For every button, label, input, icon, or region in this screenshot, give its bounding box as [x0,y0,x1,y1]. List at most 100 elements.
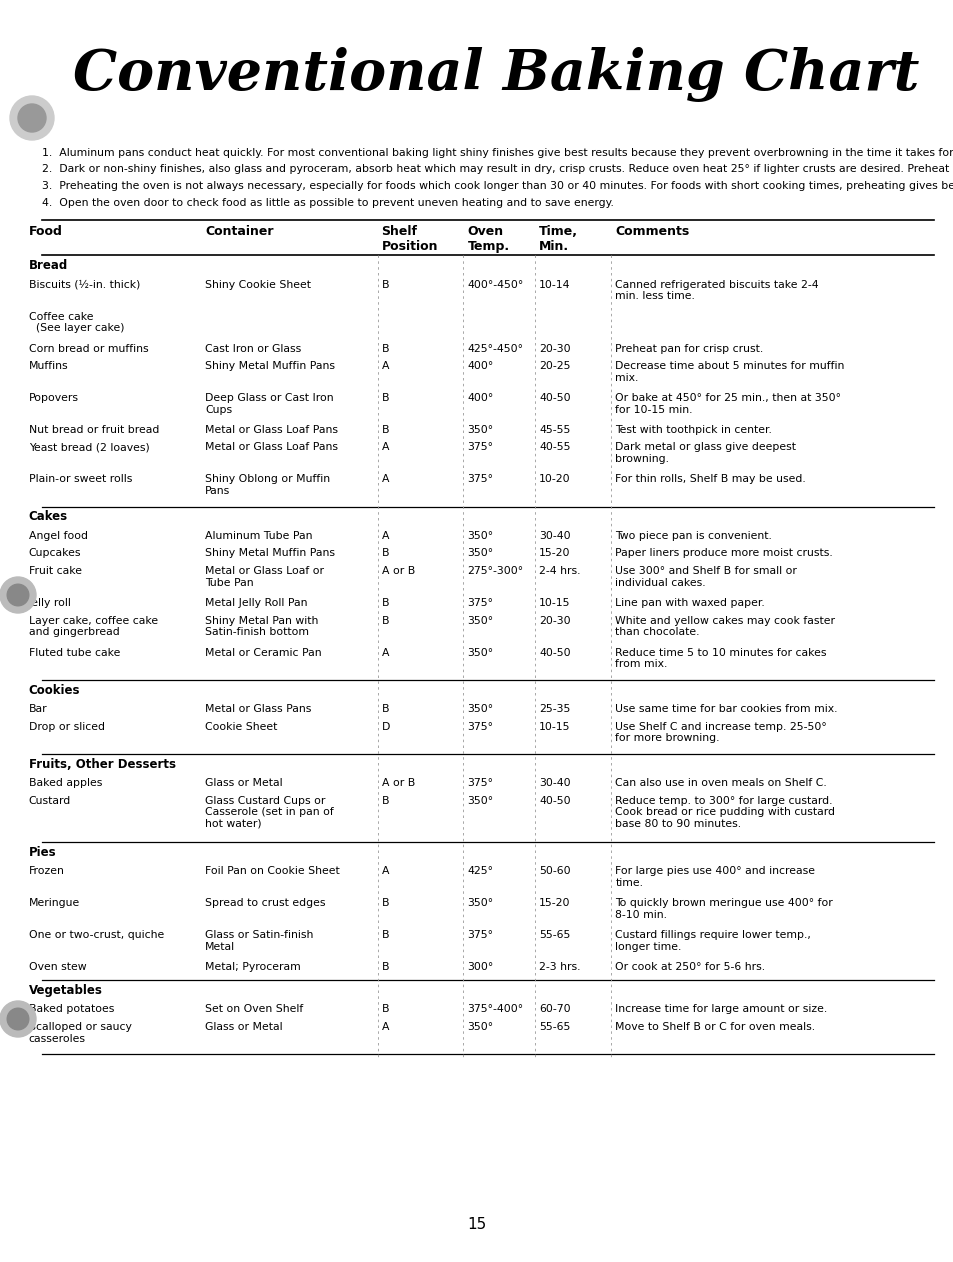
Text: 10-14: 10-14 [538,279,570,289]
Text: 350°: 350° [467,549,493,559]
Text: B: B [381,343,389,353]
Text: 375°: 375° [467,598,493,608]
Text: 350°: 350° [467,647,493,658]
Text: 400°: 400° [467,392,494,403]
Text: B: B [381,963,389,973]
Text: B: B [381,392,389,403]
Text: Deep Glass or Cast Iron
Cups: Deep Glass or Cast Iron Cups [205,392,334,415]
Text: Paper liners produce more moist crusts.: Paper liners produce more moist crusts. [615,549,832,559]
Text: Use same time for bar cookies from mix.: Use same time for bar cookies from mix. [615,704,837,714]
Text: Move to Shelf B or C for oven meals.: Move to Shelf B or C for oven meals. [615,1022,815,1032]
Text: 15: 15 [467,1217,486,1232]
Text: 2.  Dark or non-shiny finishes, also glass and pyroceram, absorb heat which may : 2. Dark or non-shiny finishes, also glas… [42,164,953,174]
Text: Metal or Glass Loaf Pans: Metal or Glass Loaf Pans [205,443,337,453]
Text: 400°-450°: 400°-450° [467,279,523,289]
Text: Popovers: Popovers [29,392,78,403]
Text: One or two-crust, quiche: One or two-crust, quiche [29,930,164,940]
Text: 10-15: 10-15 [538,722,570,732]
Text: Shiny Cookie Sheet: Shiny Cookie Sheet [205,279,311,289]
Text: 20-25: 20-25 [538,361,570,371]
Text: 25-35: 25-35 [538,704,570,714]
Text: B: B [381,899,389,909]
Text: Fruit cake: Fruit cake [29,565,82,575]
Text: For thin rolls, Shelf B may be used.: For thin rolls, Shelf B may be used. [615,475,805,485]
Text: Dark metal or glass give deepest
browning.: Dark metal or glass give deepest brownin… [615,443,796,464]
Text: 2-4 hrs.: 2-4 hrs. [538,565,580,575]
Text: 20-30: 20-30 [538,616,570,626]
Text: Cookie Sheet: Cookie Sheet [205,722,277,732]
Text: Pies: Pies [29,846,56,859]
Text: Shiny Oblong or Muffin
Pans: Shiny Oblong or Muffin Pans [205,475,330,496]
Text: Glass Custard Cups or
Casserole (set in pan of
hot water): Glass Custard Cups or Casserole (set in … [205,795,334,829]
Text: B: B [381,930,389,940]
Text: A or B: A or B [381,565,415,575]
Text: Metal or Glass Loaf Pans: Metal or Glass Loaf Pans [205,425,337,435]
Text: 375°: 375° [467,930,493,940]
Text: Jelly roll: Jelly roll [29,598,71,608]
Text: Scalloped or saucy
casseroles: Scalloped or saucy casseroles [29,1022,132,1044]
Text: Baked potatoes: Baked potatoes [29,1005,113,1015]
Text: Vegetables: Vegetables [29,984,102,997]
Text: A: A [381,867,389,877]
Text: Food: Food [29,225,63,239]
Text: B: B [381,1005,389,1015]
Text: A: A [381,475,389,485]
Text: Shiny Metal Muffin Pans: Shiny Metal Muffin Pans [205,549,335,559]
Text: 40-50: 40-50 [538,647,570,658]
Text: 350°: 350° [467,1022,493,1032]
Text: 350°: 350° [467,531,493,541]
Text: Fruits, Other Desserts: Fruits, Other Desserts [29,757,175,771]
Text: Custard: Custard [29,795,71,805]
Text: 400°: 400° [467,361,494,371]
Text: Cakes: Cakes [29,511,68,524]
Text: Layer cake, coffee cake
and gingerbread: Layer cake, coffee cake and gingerbread [29,616,157,637]
Text: Comments: Comments [615,225,689,239]
Text: 2-3 hrs.: 2-3 hrs. [538,963,580,973]
Text: 375°: 375° [467,443,493,453]
Text: 350°: 350° [467,795,493,805]
Circle shape [18,103,46,133]
Text: Plain-or sweet rolls: Plain-or sweet rolls [29,475,132,485]
Text: Drop or sliced: Drop or sliced [29,722,105,732]
Text: Metal or Ceramic Pan: Metal or Ceramic Pan [205,647,321,658]
Text: Corn bread or muffins: Corn bread or muffins [29,343,148,353]
Text: Or cook at 250° for 5-6 hrs.: Or cook at 250° for 5-6 hrs. [615,963,764,973]
Text: B: B [381,549,389,559]
Text: Oven
Temp.: Oven Temp. [467,225,509,252]
Text: 60-70: 60-70 [538,1005,570,1015]
Text: 40-50: 40-50 [538,795,570,805]
Text: Frozen: Frozen [29,867,65,877]
Text: 55-65: 55-65 [538,1022,570,1032]
Circle shape [0,577,36,613]
Text: Bread: Bread [29,259,68,273]
Text: Custard fillings require lower temp.,
longer time.: Custard fillings require lower temp., lo… [615,930,810,952]
Text: 40-50: 40-50 [538,392,570,403]
Text: A: A [381,531,389,541]
Text: B: B [381,616,389,626]
Text: Conventional Baking Chart: Conventional Baking Chart [72,48,919,102]
Circle shape [10,96,54,140]
Text: Nut bread or fruit bread: Nut bread or fruit bread [29,425,159,435]
Text: Canned refrigerated biscuits take 2-4
min. less time.: Canned refrigerated biscuits take 2-4 mi… [615,279,818,302]
Text: Use 300° and Shelf B for small or
individual cakes.: Use 300° and Shelf B for small or indivi… [615,565,797,588]
Text: For large pies use 400° and increase
time.: For large pies use 400° and increase tim… [615,867,815,888]
Text: A: A [381,443,389,453]
Text: A: A [381,361,389,371]
Text: Preheat pan for crisp crust.: Preheat pan for crisp crust. [615,343,762,353]
Text: Metal or Glass Pans: Metal or Glass Pans [205,704,312,714]
Text: A or B: A or B [381,777,415,787]
Text: Biscuits (½-in. thick): Biscuits (½-in. thick) [29,279,140,289]
Text: 4.  Open the oven door to check food as little as possible to prevent uneven hea: 4. Open the oven door to check food as l… [42,197,613,207]
Text: 30-40: 30-40 [538,777,570,787]
Text: Can also use in oven meals on Shelf C.: Can also use in oven meals on Shelf C. [615,777,826,787]
Text: B: B [381,704,389,714]
Circle shape [0,1001,36,1037]
Text: 425°-450°: 425°-450° [467,343,523,353]
Text: 15-20: 15-20 [538,899,570,909]
Text: Two piece pan is convenient.: Two piece pan is convenient. [615,531,771,541]
Text: Foil Pan on Cookie Sheet: Foil Pan on Cookie Sheet [205,867,339,877]
Text: 375°: 375° [467,777,493,787]
Text: B: B [381,279,389,289]
Text: Decrease time about 5 minutes for muffin
mix.: Decrease time about 5 minutes for muffin… [615,361,843,382]
Text: 45-55: 45-55 [538,425,570,435]
